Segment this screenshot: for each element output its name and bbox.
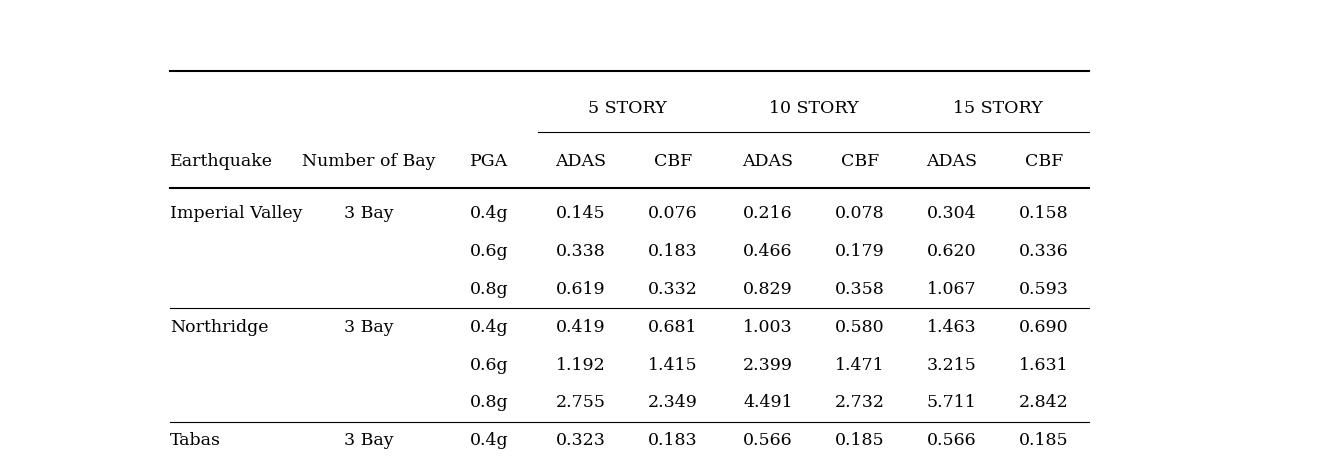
Text: 0.145: 0.145 [556, 205, 606, 222]
Text: ADAS: ADAS [927, 152, 977, 169]
Text: 5 STORY: 5 STORY [588, 100, 667, 117]
Text: 2.732: 2.732 [834, 394, 884, 411]
Text: 0.6g: 0.6g [469, 356, 509, 373]
Text: 3 Bay: 3 Bay [344, 318, 394, 336]
Text: 0.593: 0.593 [1019, 281, 1069, 298]
Text: 3 Bay: 3 Bay [344, 205, 394, 222]
Text: 0.419: 0.419 [556, 318, 606, 336]
Text: 0.6g: 0.6g [469, 243, 509, 260]
Text: 0.179: 0.179 [836, 243, 884, 260]
Text: 1.631: 1.631 [1019, 356, 1069, 373]
Text: 1.192: 1.192 [556, 356, 606, 373]
Text: 10 STORY: 10 STORY [770, 100, 859, 117]
Text: 0.566: 0.566 [927, 432, 977, 449]
Text: 0.076: 0.076 [648, 205, 697, 222]
Text: 0.681: 0.681 [648, 318, 697, 336]
Text: 3.215: 3.215 [927, 356, 977, 373]
Text: 0.185: 0.185 [1019, 432, 1069, 449]
Text: PGA: PGA [471, 152, 509, 169]
Text: 0.078: 0.078 [836, 205, 884, 222]
Text: ADAS: ADAS [742, 152, 793, 169]
Text: Imperial Valley: Imperial Valley [170, 205, 302, 222]
Text: 0.358: 0.358 [836, 281, 884, 298]
Text: 0.619: 0.619 [556, 281, 606, 298]
Text: 0.4g: 0.4g [469, 205, 509, 222]
Text: 0.216: 0.216 [743, 205, 792, 222]
Text: 0.158: 0.158 [1019, 205, 1069, 222]
Text: 0.183: 0.183 [648, 243, 697, 260]
Text: 0.8g: 0.8g [469, 281, 509, 298]
Text: 0.332: 0.332 [648, 281, 697, 298]
Text: 15 STORY: 15 STORY [953, 100, 1043, 117]
Text: Earthquake: Earthquake [170, 152, 273, 169]
Text: 0.336: 0.336 [1019, 243, 1069, 260]
Text: CBF: CBF [1024, 152, 1062, 169]
Text: 5.711: 5.711 [927, 394, 977, 411]
Text: 1.003: 1.003 [743, 318, 792, 336]
Text: 2.755: 2.755 [556, 394, 606, 411]
Text: 0.566: 0.566 [743, 432, 792, 449]
Text: 0.183: 0.183 [648, 432, 697, 449]
Text: 1.415: 1.415 [648, 356, 697, 373]
Text: Number of Bay: Number of Bay [302, 152, 436, 169]
Text: 0.323: 0.323 [556, 432, 606, 449]
Text: 1.067: 1.067 [927, 281, 977, 298]
Text: 0.4g: 0.4g [469, 432, 509, 449]
Text: 0.304: 0.304 [927, 205, 977, 222]
Text: ADAS: ADAS [555, 152, 606, 169]
Text: 2.842: 2.842 [1019, 394, 1069, 411]
Text: 1.463: 1.463 [927, 318, 977, 336]
Text: 4.491: 4.491 [743, 394, 792, 411]
Text: 2.399: 2.399 [743, 356, 793, 373]
Text: 3 Bay: 3 Bay [344, 432, 394, 449]
Text: CBF: CBF [841, 152, 879, 169]
Text: Northridge: Northridge [170, 318, 269, 336]
Text: 0.4g: 0.4g [469, 318, 509, 336]
Text: CBF: CBF [654, 152, 692, 169]
Text: 0.338: 0.338 [556, 243, 606, 260]
Text: Tabas: Tabas [170, 432, 221, 449]
Text: 0.690: 0.690 [1019, 318, 1069, 336]
Text: 0.620: 0.620 [927, 243, 977, 260]
Text: 2.349: 2.349 [648, 394, 697, 411]
Text: 0.185: 0.185 [836, 432, 884, 449]
Text: 1.471: 1.471 [836, 356, 884, 373]
Text: 0.8g: 0.8g [469, 394, 509, 411]
Text: 0.466: 0.466 [743, 243, 792, 260]
Text: 0.580: 0.580 [836, 318, 884, 336]
Text: 0.829: 0.829 [743, 281, 793, 298]
